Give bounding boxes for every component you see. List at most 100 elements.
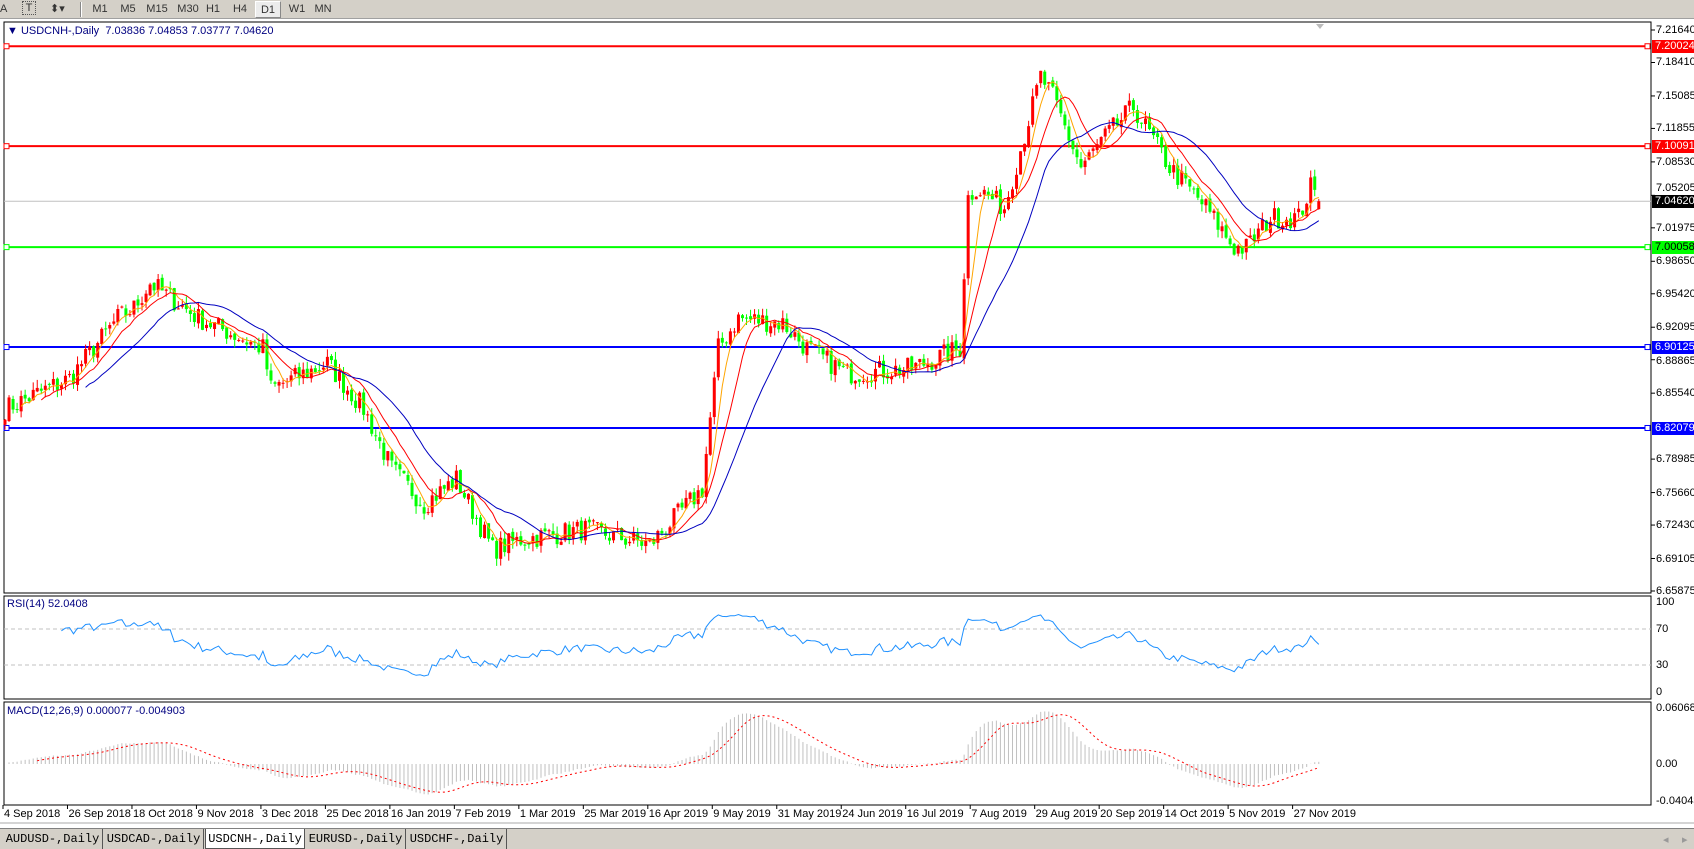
candle-body [92, 346, 96, 357]
candle-body [84, 349, 88, 364]
tab-audusd[interactable]: AUDUSD-,Daily [3, 829, 103, 849]
candle-body [128, 314, 132, 316]
candle-body [515, 536, 519, 540]
candle-body [890, 376, 894, 380]
tab-usdchf[interactable]: USDCHF-,Daily [407, 829, 507, 849]
candle-body [289, 375, 293, 382]
candle-body [551, 531, 555, 535]
price-axis-label: 6.65875 [1656, 585, 1694, 597]
date-axis-label: 16 Apr 2019 [648, 808, 709, 820]
chart-shift-marker [1316, 24, 1324, 29]
level-handle [1644, 424, 1651, 431]
candle-body [479, 517, 483, 538]
candle-body [475, 517, 479, 519]
tab-eurusd[interactable]: EURUSD-,Daily [306, 829, 406, 849]
candle-body [398, 464, 402, 470]
candle-body [120, 306, 124, 308]
candle-body [636, 533, 640, 541]
timeframe-mn[interactable]: MN [314, 3, 332, 15]
candle-body [886, 375, 890, 379]
candle-body [422, 507, 426, 514]
candle-body [914, 362, 918, 369]
candle-body [261, 339, 265, 354]
date-axis-label: 26 Sep 2018 [68, 808, 131, 820]
timeframe-h1[interactable]: H1 [205, 3, 221, 15]
candle-body [88, 346, 92, 351]
timeframe-m5[interactable]: M5 [120, 3, 136, 15]
candle-body [789, 333, 793, 338]
candle-body [656, 530, 660, 543]
candle-body [704, 453, 708, 497]
candle-body [370, 414, 374, 434]
candle-body [470, 495, 474, 519]
tab-usdcnh[interactable]: USDCNH-,Daily [205, 829, 305, 849]
candle-body [1204, 199, 1208, 206]
timeframe-d1[interactable]: D1 [255, 1, 281, 18]
candle-body [47, 383, 51, 385]
candle-body [1192, 188, 1196, 190]
date-axis-label: 9 May 2019 [713, 808, 771, 820]
candle-body [366, 414, 370, 416]
candle-body [1127, 100, 1131, 106]
candle-body [1317, 201, 1321, 210]
date-axis-label: 25 Dec 2018 [326, 808, 389, 820]
candle-body [217, 318, 221, 324]
candle-body [1131, 100, 1135, 111]
ma-fast-line [20, 81, 1319, 547]
candle-body [910, 356, 914, 371]
candle-body [861, 380, 865, 382]
candle-body [1180, 171, 1184, 185]
candle-body [1023, 143, 1027, 152]
candle-body [156, 279, 160, 291]
scroll-left-icon[interactable]: ◂ [1663, 834, 1669, 846]
candle-body [692, 492, 696, 505]
tab-usdcad[interactable]: USDCAD-,Daily [104, 829, 204, 849]
candle-body [990, 193, 994, 200]
candle-body [192, 313, 196, 322]
candle-body [720, 337, 724, 343]
date-axis-label: 18 Oct 2018 [132, 808, 193, 820]
level-price-tag: 7.00058 [1652, 241, 1694, 255]
timeframe-h4[interactable]: H4 [232, 3, 248, 15]
candle-body [15, 409, 19, 411]
candle-body [1115, 118, 1119, 126]
candle-body [1031, 96, 1035, 125]
candle-body [426, 512, 430, 514]
candle-body [1111, 117, 1115, 126]
text-icon[interactable]: T [22, 1, 36, 15]
candle-body [172, 288, 176, 311]
candle-body [342, 372, 346, 393]
timeframe-w1[interactable]: W1 [288, 3, 306, 15]
candle-body [523, 544, 527, 546]
candle-body [906, 357, 910, 371]
scroll-right-icon[interactable]: ▸ [1682, 834, 1688, 846]
candle-body [660, 530, 664, 534]
level-handle [1644, 344, 1651, 351]
timeframe-m15[interactable]: M15 [146, 3, 168, 15]
date-axis-label: 29 Aug 2019 [1035, 808, 1098, 820]
timeframe-m30[interactable]: M30 [177, 3, 199, 15]
timeframe-m1[interactable]: M1 [92, 3, 108, 15]
arrows-icon[interactable]: ⬍▾ [50, 3, 65, 15]
candle-body [354, 400, 358, 408]
candle-body [1196, 187, 1200, 198]
chart-title: ▼ USDCNH-,Daily 7.03836 7.04853 7.03777 … [7, 25, 274, 37]
candle-body [35, 387, 39, 392]
candle-body [1095, 144, 1099, 151]
toolbar-separator [80, 2, 82, 17]
macd-axis-label: 0.060687 [1656, 701, 1694, 714]
price-axis-label: 6.88865 [1656, 355, 1694, 368]
candle-body [1236, 245, 1240, 254]
date-axis-label: 4 Sep 2018 [4, 808, 61, 820]
price-axis-label: 7.05205 [1656, 182, 1694, 195]
candle-body [1055, 86, 1059, 101]
symbol-label: USDCNH-,Daily [20, 25, 100, 37]
text-label-icon[interactable]: A [0, 3, 8, 15]
candle-body [648, 539, 652, 542]
candle-body [930, 363, 934, 370]
candle-body [620, 527, 624, 541]
candle-body [491, 537, 495, 541]
candle-body [386, 451, 390, 461]
collapse-arrow-icon[interactable]: ▼ [7, 25, 21, 37]
